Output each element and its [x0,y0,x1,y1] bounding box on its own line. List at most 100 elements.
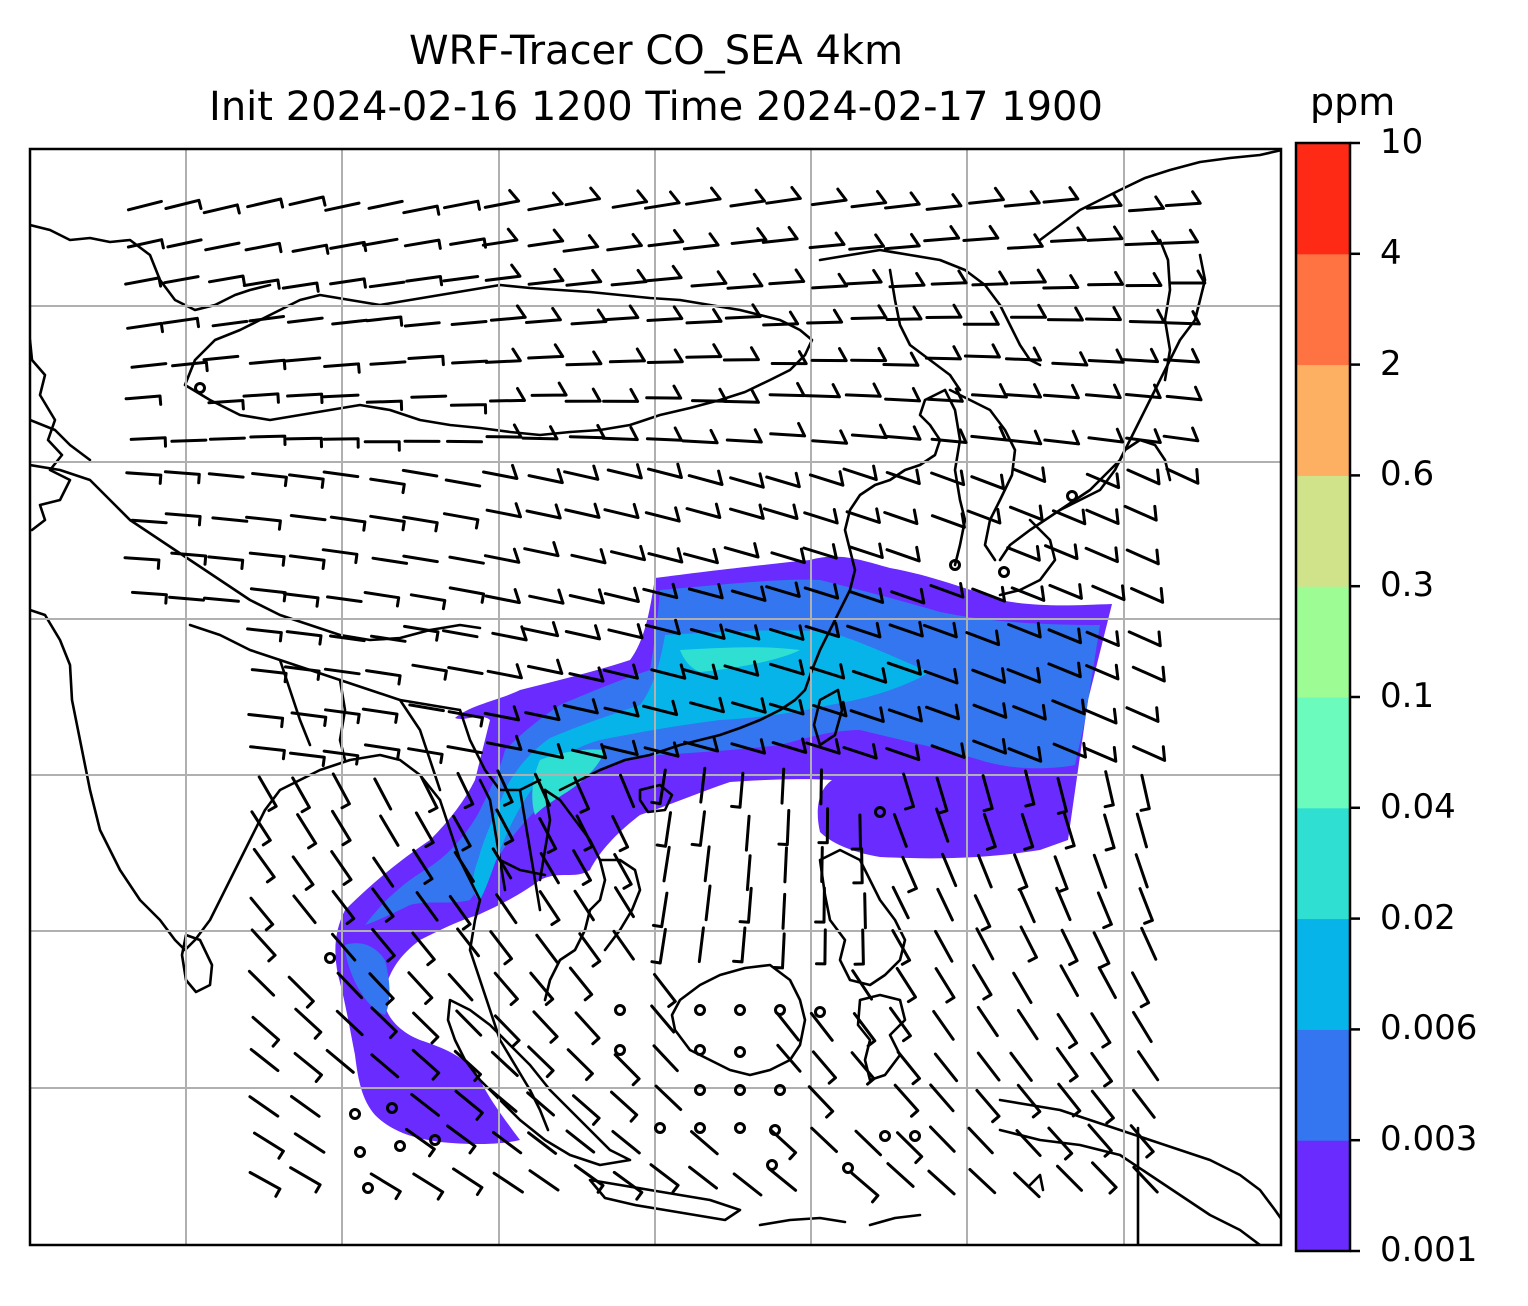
wind-barb [367,199,404,210]
calm-wind-circle [694,1044,706,1056]
wind-barb [527,1131,558,1155]
wind-barb [929,1125,956,1153]
wind-barb [453,851,475,883]
wind-barb [968,186,1005,205]
wind-barb [848,587,885,604]
wind-barb [889,1006,912,1043]
wind-barb [363,743,401,760]
wind-barb [1047,661,1082,679]
wind-barb [1132,745,1167,762]
wind-barb [842,464,878,482]
wind-barb [484,588,521,605]
wind-barb [1124,230,1162,247]
wind-barb [1051,698,1086,716]
wind-barb [1132,1010,1153,1043]
wind-barb [810,1126,838,1153]
wind-barb [410,394,448,399]
wind-barb [810,187,848,207]
wind-barb [491,847,513,880]
wind-barb [802,543,838,560]
wind-barb [601,425,639,442]
wind-barb [447,710,484,728]
wind-barb [248,358,287,371]
wind-barb [291,243,330,255]
wind-barb [970,425,1008,442]
calm-wind-circle [694,1122,706,1134]
wind-barb [370,1053,400,1079]
wind-barb [1005,346,1042,362]
wind-barb [1130,587,1165,604]
wind-barb [412,848,434,885]
wind-barb [850,813,862,851]
wind-barb [927,1169,956,1196]
wind-barb [207,399,245,411]
wind-barb [1139,773,1151,812]
wind-barb [1087,1123,1113,1158]
wind-barb [819,768,823,806]
wind-barb [608,347,646,364]
wind-barb [1164,190,1202,208]
wind-barb [810,347,848,363]
wind-barb [725,428,763,444]
wind-barb [814,886,826,924]
wind-barb [489,387,526,403]
wind-barb [649,1163,680,1194]
wind-barb [732,926,747,964]
calm-wind-circle [998,566,1010,578]
wind-barb [288,195,327,207]
wind-barb [1056,1164,1083,1192]
wind-barb [888,271,926,289]
wind-barb [650,1004,676,1034]
wind-barb [1125,706,1160,723]
calm-wind-circle [734,1122,746,1134]
wind-barb [619,773,636,809]
wind-barb [488,1087,518,1113]
wind-barb [777,809,791,846]
wind-barb [371,887,395,923]
wind-barb [1051,351,1089,367]
wind-barb [296,813,318,850]
wind-barb [895,966,917,1004]
wind-barb [603,701,640,718]
calm-wind-circle [354,1146,366,1158]
wind-barb [527,191,564,212]
wind-barb [1047,1126,1074,1161]
wind-barb [446,1124,477,1155]
wind-barb [407,354,445,367]
wind-barb [722,346,760,362]
wind-barb [730,771,745,809]
wind-barb [729,472,765,489]
wind-barb [242,392,280,404]
calm-wind-circle [814,1006,826,1018]
wind-barb [851,969,873,1001]
calm-wind-circle [324,952,336,964]
colorbar-segment [1296,697,1350,809]
wind-barb [884,191,921,210]
wind-barb [972,738,1007,755]
wind-barb [1009,504,1044,522]
wind-barb [689,696,725,714]
wind-barb [253,1131,285,1160]
wind-barb [290,711,328,727]
colorbar-tick-label: 10 [1380,122,1424,162]
wind-barb [770,547,806,565]
wind-barb [607,623,644,640]
wind-barb [368,972,395,1006]
wind-barb [783,846,788,884]
wind-barb [1090,1051,1113,1088]
wind-barb [610,268,648,287]
wind-barb [971,667,1007,684]
wind-barb [492,1171,524,1194]
wind-barb [805,738,841,755]
wind-barb [644,618,681,636]
wind-barb [729,188,766,208]
wind-barb [483,189,521,209]
colorbar-tick-label: 0.006 [1380,1008,1478,1049]
wind-barb [863,892,867,930]
wind-barb [723,542,760,559]
wind-barb [884,425,922,441]
wind-barb [408,703,445,713]
wind-barb [647,229,685,248]
wind-barb [1091,1161,1118,1195]
wind-barb [248,315,286,323]
